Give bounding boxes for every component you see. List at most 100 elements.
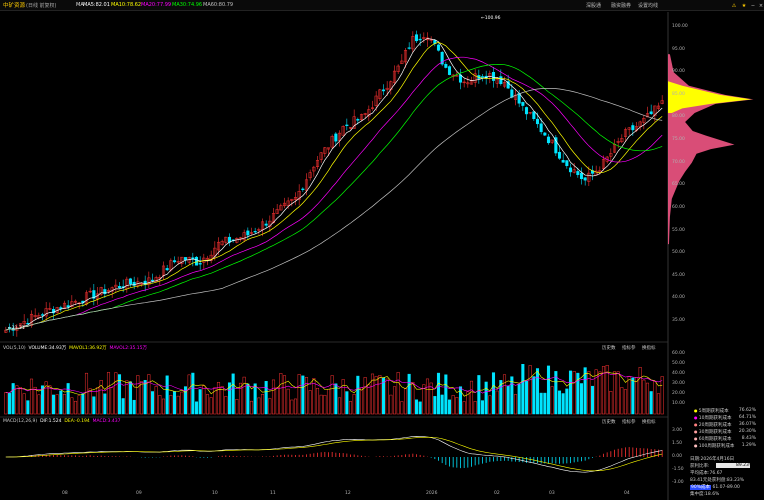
volume-bar (477, 375, 481, 415)
toolbar-hk-connect[interactable]: 深股通 (586, 3, 602, 9)
vol-tab-history[interactable]: 历史数 (602, 346, 616, 351)
candle-body (165, 268, 169, 271)
star-icon[interactable]: ★ (741, 3, 747, 9)
volume-bar (499, 380, 503, 415)
macd-tick: 1.50 (672, 441, 683, 447)
volume-bar (521, 364, 525, 415)
candle-body (297, 191, 301, 200)
candle-body (92, 290, 96, 299)
volume-bar (495, 390, 499, 415)
volume-bar (301, 375, 305, 415)
candle-body (180, 256, 184, 264)
volume-bar (517, 383, 521, 415)
cost-item: ● 10周期获利成本 64.71% (694, 415, 764, 421)
volume-bar (411, 381, 415, 415)
date-tick: 12 (345, 491, 351, 496)
volume-bar (594, 369, 598, 415)
volume-bar (95, 387, 100, 415)
macd-tab-params[interactable]: 指标参 (622, 420, 636, 425)
volume-bar (403, 387, 408, 415)
volume-bar (392, 386, 397, 415)
minus-icon[interactable]: − (750, 3, 756, 9)
volume-bar (73, 400, 78, 415)
macd-tab-switch[interactable]: 换指标 (642, 420, 656, 425)
macd-panel-title: MACD(12,26,9) DIF:1.524 DEA:-0.194 MACD:… (3, 419, 121, 424)
candle-body (301, 188, 305, 190)
volume-panel-title: VOL(5,10) VOLUME:34.93万 MAVOL1:36.92万 MA… (3, 346, 147, 351)
candle-body (209, 254, 213, 261)
candle-body (216, 241, 221, 251)
candle-body (18, 323, 23, 327)
stock-name[interactable]: 中矿资源 (3, 3, 26, 9)
volume-bar (81, 393, 85, 415)
volume-bar (656, 393, 661, 415)
close-icon[interactable]: × (758, 3, 764, 9)
volume-bar (271, 379, 276, 415)
vol-tab-switch[interactable]: 换指标 (642, 346, 656, 351)
cost-item: ● 30周期获利成本 20.30% (694, 429, 764, 435)
cost-item: ● 20周期获利成本 36.07% (694, 422, 764, 428)
volume-bar (348, 401, 353, 415)
candle-body (444, 63, 448, 68)
candle-body (572, 169, 576, 173)
volume-bar (275, 386, 279, 415)
price-tick: 95.00 (672, 46, 685, 52)
candle-body (48, 308, 52, 310)
vol-tab-params[interactable]: 指标参 (622, 346, 636, 351)
candle-body (557, 151, 562, 159)
candle-body (59, 307, 63, 310)
macd-tab-history[interactable]: 历史数 (602, 420, 616, 425)
volume-bar (77, 395, 81, 415)
volume-bar (172, 391, 177, 415)
volume-bar (638, 367, 642, 415)
candle-body (246, 230, 250, 236)
volume-bar (139, 381, 144, 415)
volume-tick: 10.00 (672, 401, 685, 406)
candle-body (528, 112, 532, 114)
volume-bar (169, 395, 173, 415)
volume-bar (40, 385, 45, 415)
volume-bar (649, 391, 653, 415)
cost-item: ● 100周期获利成本 1.29% (694, 443, 764, 449)
volume-bar (623, 389, 628, 415)
volume-bar (634, 377, 639, 415)
ma30-line (5, 63, 663, 331)
volume-bar (161, 398, 166, 415)
candle-body (411, 36, 415, 50)
alert-icon[interactable]: ⚠ (731, 3, 737, 9)
cost-item-label: 10周期获利成本 (698, 416, 732, 421)
volume-bar (407, 373, 411, 415)
volume-bar (55, 394, 59, 415)
volume-bar (543, 392, 547, 415)
date-tick: 10 (212, 491, 218, 496)
candle-body (381, 89, 386, 92)
candle-body (172, 260, 177, 263)
volume-bar (62, 394, 67, 415)
price-tick: 65.00 (672, 182, 685, 188)
candle-body (154, 277, 158, 282)
volume-bar (29, 378, 34, 415)
volume-bar (249, 400, 254, 415)
candle-body (29, 313, 34, 326)
volume-bar (150, 391, 155, 415)
candle-body (495, 78, 499, 84)
volume-bar (264, 381, 268, 415)
candle-body (385, 87, 389, 90)
candle-body (293, 197, 298, 200)
cost-profit-at-price: 83.41元处获利盘:83.23% (690, 478, 745, 483)
toolbar-ma-settings[interactable]: 设置均线 (638, 3, 659, 9)
volume-bar (260, 394, 265, 415)
volume-bar (462, 401, 466, 415)
volume-bar (238, 382, 243, 415)
volume-bar (319, 394, 323, 415)
candle-body (374, 95, 378, 106)
volume-bar (227, 382, 232, 415)
volume-bar (286, 388, 290, 415)
volume-bar (565, 388, 569, 415)
cost-dot-icon: ● (694, 422, 699, 427)
candle-body (345, 124, 349, 126)
price-tick: 100.00 (672, 24, 688, 30)
volume-bar (568, 370, 573, 415)
toolbar-margin[interactable]: 融资融券 (611, 3, 632, 9)
